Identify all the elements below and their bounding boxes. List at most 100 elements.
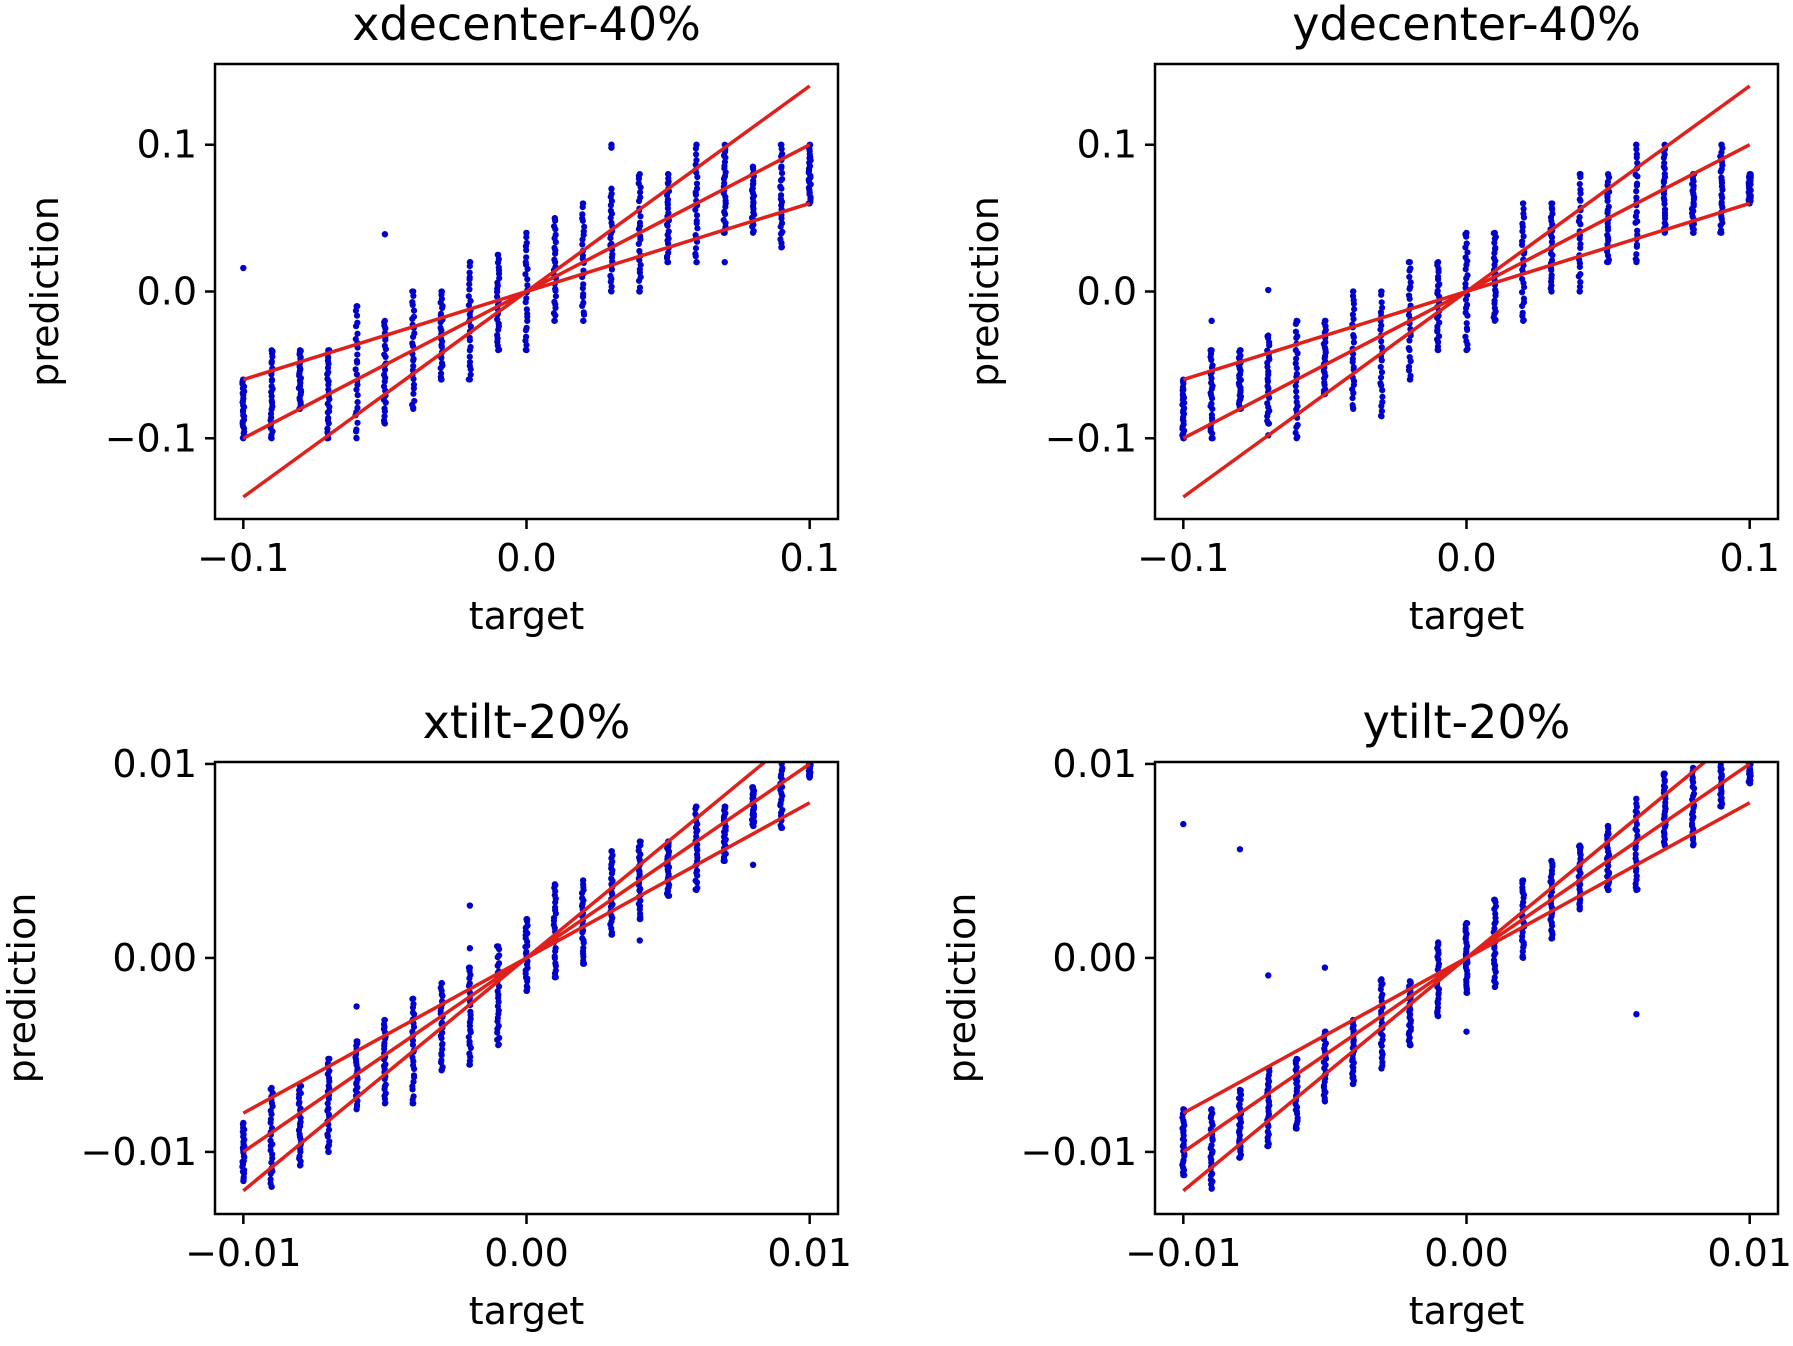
scatter-point [637,189,644,196]
scatter-point [637,213,644,220]
scatter-point [692,245,700,252]
scatter-point [1520,200,1527,207]
scatter-point [1378,1048,1385,1055]
scatter-point [1576,283,1584,290]
x-tick-label: 0.01 [767,1231,852,1275]
scatter-point [1689,783,1696,790]
x-tick-label: 0.00 [484,1231,569,1275]
scatter-point [665,209,672,217]
scatter-point [267,1147,274,1154]
scatter-point [1491,925,1498,932]
scatter-point [749,784,757,791]
scatter-point [495,347,502,354]
scatter-point [552,231,559,238]
scatter-point [778,141,785,148]
chart-title: ydecenter-40% [1292,0,1641,51]
scatter-point [1463,320,1470,327]
scatter-point [1462,333,1469,340]
scatter-point [693,886,700,894]
scatter-point [522,259,529,266]
scatter-point [721,208,728,215]
scatter-point [1293,355,1300,362]
scatter-point [1633,146,1640,153]
scatter-point [1519,220,1526,227]
scatter-point [1462,254,1469,261]
scatter-point [466,358,474,366]
scatter-point [1576,288,1583,295]
scatter-point [410,313,418,320]
scatter-point [267,1137,274,1144]
scatter-point [579,211,586,218]
scatter-point [1577,240,1584,248]
scatter-point [1208,435,1215,442]
scatter-point [1547,250,1555,257]
scatter-point [1350,1080,1357,1088]
scatter-point [1633,241,1641,248]
scatter-point [1436,281,1443,288]
scatter-point [1208,1106,1215,1113]
scatter-point [552,945,559,952]
scatter-point [1633,151,1640,158]
scatter-point [353,435,360,442]
scatter-point [494,988,501,995]
scatter-point [1407,283,1414,291]
outlier-point [749,861,757,869]
scatter-point [1690,790,1698,797]
scatter-point [354,392,361,399]
scatter-point [437,310,445,317]
scatter-point [438,376,445,383]
scatter-point [380,371,388,378]
scatter-point [1265,332,1272,339]
scatter-point [778,220,786,227]
scatter-point [1378,288,1385,295]
scatter-point [664,892,672,899]
scatter-point [437,324,444,331]
scatter-point [1435,939,1442,946]
scatter-point [410,1072,418,1079]
y-axis-label: prediction [963,196,1007,387]
reference-line-3 [1182,201,1751,382]
scatter-point [1746,170,1753,178]
scatter-point [608,219,615,226]
scatter-point [523,239,530,247]
scatter-point [1520,954,1527,962]
reference-line-3 [242,801,811,1115]
scatter-point [1633,194,1640,201]
scatter-point [1577,270,1584,278]
scatter-point [325,386,332,393]
scatter-point [1634,227,1641,234]
scatter-point [466,980,473,987]
scatter-point [580,228,587,235]
scatter-point [1604,886,1612,894]
scatter-point [607,207,614,214]
scatter-point [410,307,418,314]
scatter-point [749,229,757,236]
scatter-point [552,967,559,974]
scatter-point [1490,957,1498,964]
scatter-point [524,310,531,317]
scatter-point [1406,259,1413,266]
scatter-point [777,236,784,243]
scatter-point [1236,1086,1244,1093]
scatter-point [523,295,530,302]
scatter-point [1405,344,1412,352]
scatter-point [1292,360,1299,367]
scatter-point [1490,254,1498,262]
scatter-point [1208,347,1215,354]
y-tick-label: −0.1 [1045,416,1137,460]
scatter-point [523,324,530,331]
scatter-point [1632,851,1639,858]
x-axis-label: target [1409,594,1525,638]
scatter-point [438,1057,445,1064]
scatter-point [552,904,559,911]
scatter-point [409,1041,417,1048]
scatter-point [551,881,558,888]
scatter-point [1265,368,1272,375]
reference-line-3 [1182,801,1751,1115]
scatter-point [523,306,530,313]
scatter-point [1661,206,1669,213]
scatter-point [466,353,473,360]
scatter-point [1634,218,1641,225]
scatter-point [409,1037,417,1044]
scatter-point [580,200,587,207]
